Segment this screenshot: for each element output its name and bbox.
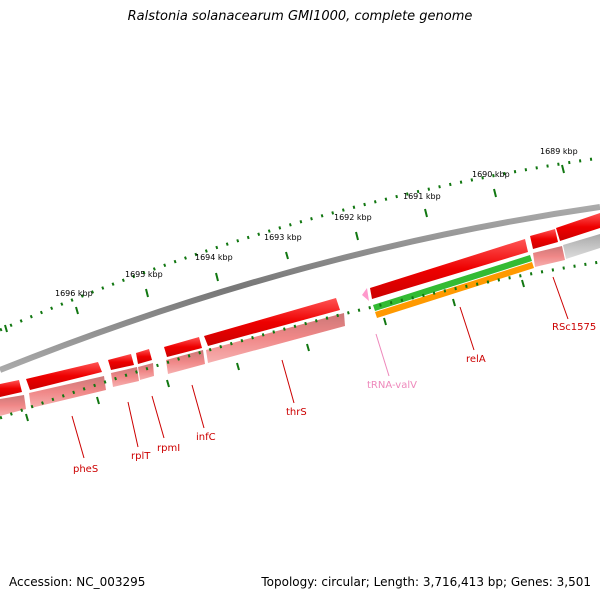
- inner-minor-ticks: [0, 260, 600, 420]
- cds-block: [206, 313, 345, 363]
- cds-arrow: [370, 239, 528, 299]
- outer-minor-ticks: [0, 156, 600, 332]
- kbp-label: 1694 kbp: [195, 253, 233, 262]
- trna-marker: [362, 288, 369, 301]
- forward-cds-track: [0, 213, 600, 397]
- topology-text: Topology: circular; Length: 3,716,413 bp…: [261, 575, 591, 589]
- cds-block: [166, 350, 205, 374]
- inner-major-ticks: [25, 279, 525, 422]
- cds-block: [138, 363, 154, 380]
- gene-label: tRNA-valV: [367, 380, 417, 391]
- gene-label: thrS: [286, 407, 307, 418]
- gene-label: pheS: [73, 464, 98, 475]
- cds-arrow: [164, 337, 202, 357]
- cds-arrow: [136, 349, 152, 364]
- kbp-label: 1696 kbp: [55, 289, 93, 298]
- gene-label: rplT: [131, 451, 151, 462]
- cds-arrow: [26, 362, 102, 390]
- cds-block: [533, 246, 565, 267]
- cds-block: [0, 395, 26, 416]
- cds-arrow: [0, 380, 22, 397]
- reverse-cds-track: [0, 246, 565, 416]
- cds-arrow: [556, 213, 600, 241]
- genome-backbone: [0, 204, 600, 373]
- kbp-label: 1695 kbp: [125, 270, 163, 279]
- cds-block: [29, 376, 106, 408]
- gene-label: rpmI: [157, 443, 180, 454]
- label-leaders: [71, 276, 569, 459]
- kbp-label: 1692 kbp: [334, 213, 372, 222]
- cds-arrow: [108, 354, 134, 370]
- outer-major-ticks: [4, 164, 565, 333]
- kbp-label: 1691 kbp: [403, 192, 441, 201]
- cds-block: [111, 367, 139, 387]
- cds-arrow: [204, 298, 340, 346]
- gene-label: infC: [196, 432, 216, 443]
- gene-label: relA: [466, 354, 486, 365]
- map-title: Ralstonia solanacearum GMI1000, complete…: [127, 9, 473, 24]
- kbp-label: 1689 kbp: [540, 147, 578, 156]
- trna-leader: [375, 333, 390, 377]
- gene-label: RSc1575: [552, 322, 596, 333]
- cds-block-grey: [563, 234, 600, 259]
- kbp-label: 1693 kbp: [264, 233, 302, 242]
- kbp-label: 1690 kbp: [472, 170, 510, 179]
- rna-feature-orange: [375, 262, 534, 318]
- accession-text: Accession: NC_003295: [9, 575, 146, 589]
- cds-arrow: [530, 229, 558, 249]
